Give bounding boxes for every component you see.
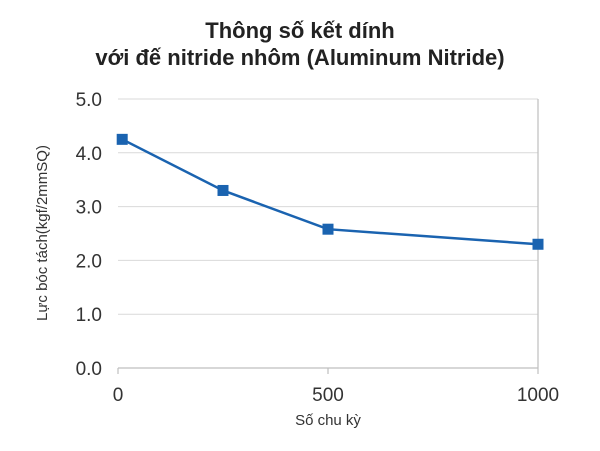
series-line [121, 138, 539, 246]
x-tick-label: 1000 [517, 385, 559, 406]
y-tick-label: 3.0 [76, 198, 102, 219]
y-tick-label: 4.0 [76, 144, 102, 165]
chart-title-line-2: với đế nitride nhôm (Aluminum Nitride) [95, 45, 504, 70]
series-layer [116, 133, 544, 250]
x-axis-label: Số chu kỳ [295, 412, 361, 429]
chart-title-line-1: Thông số kết dính [205, 18, 394, 43]
data-point-marker [532, 238, 544, 250]
y-tick-label: 0.0 [76, 359, 102, 380]
y-axis-label: Lực bóc tách(kgf/2mmSQ) [34, 145, 51, 321]
x-tick-label: 0 [113, 385, 124, 406]
y-tick-label: 1.0 [76, 305, 102, 326]
y-tick-labels: 0.0 1.0 2.0 3.0 4.0 5.0 [76, 90, 102, 380]
axes [117, 99, 539, 374]
y-tick-label: 5.0 [76, 90, 102, 111]
data-point-marker [322, 223, 334, 235]
y-tick-label: 2.0 [76, 251, 102, 272]
data-point-marker [116, 133, 128, 145]
x-tick-label: 500 [312, 385, 344, 406]
grid-lines [118, 98, 538, 315]
data-point-marker [217, 184, 229, 196]
x-tick-labels: 0 500 1000 [113, 385, 559, 406]
